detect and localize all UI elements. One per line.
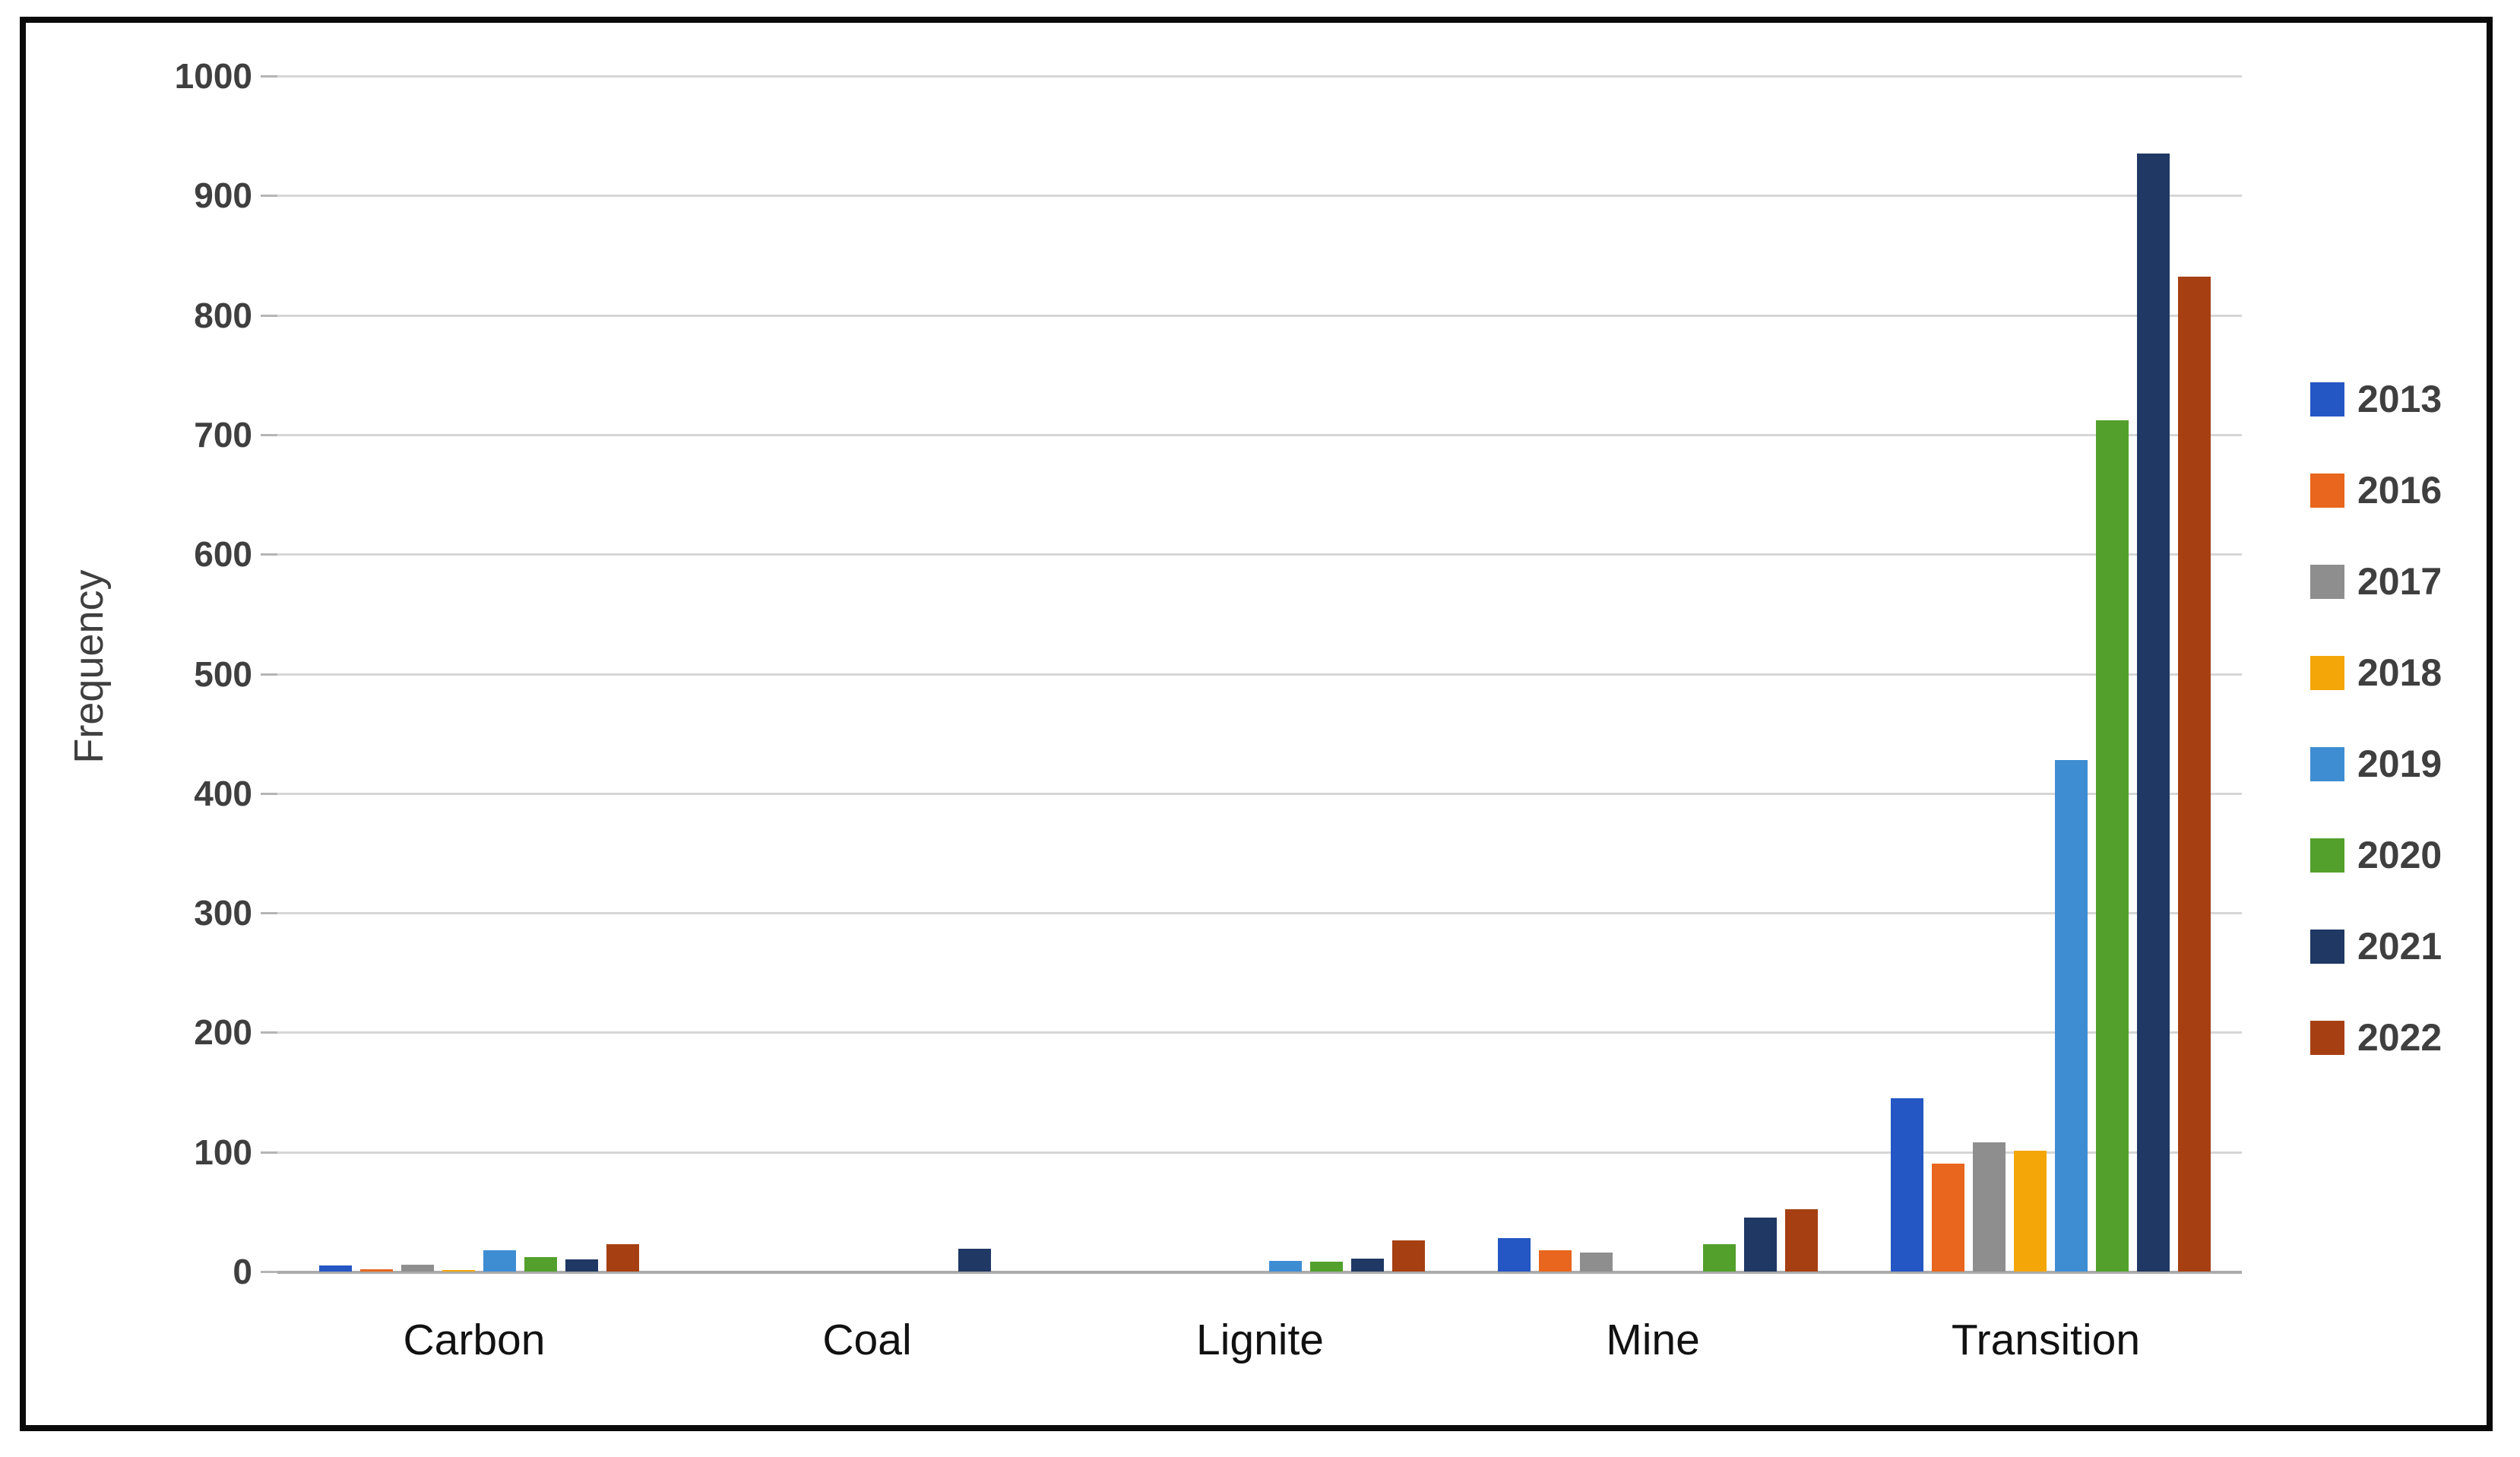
- y-tick-label-100: 100: [194, 1132, 252, 1172]
- x-axis-baseline: [277, 1271, 2242, 1274]
- x-axis-label-transition: Transition: [1951, 1316, 2141, 1364]
- y-tick-label-200: 200: [194, 1012, 252, 1052]
- bar-2018-carbon: [442, 1270, 475, 1272]
- gridline-200: [277, 1031, 2242, 1034]
- bar-2020-mine: [1703, 1244, 1736, 1272]
- y-tick-mark-400: [261, 793, 277, 795]
- gridline-500: [277, 673, 2242, 676]
- y-tick-label-500: 500: [194, 654, 252, 694]
- legend-swatch-2017: [2310, 565, 2344, 599]
- y-tick-mark-700: [261, 434, 277, 436]
- legend-swatch-2018: [2310, 656, 2344, 690]
- legend-swatch-2020: [2310, 838, 2344, 873]
- y-tick-mark-0: [261, 1271, 277, 1273]
- y-tick-mark-300: [261, 912, 277, 914]
- x-axis-label-carbon: Carbon: [403, 1316, 546, 1364]
- bar-2020-lignite: [1310, 1262, 1343, 1272]
- y-tick-mark-100: [261, 1151, 277, 1154]
- bar-2021-coal: [958, 1249, 991, 1272]
- y-axis-title: Frequency: [66, 569, 112, 764]
- gridline-300: [277, 912, 2242, 914]
- gridline-1000: [277, 75, 2242, 78]
- bar-2021-mine: [1744, 1218, 1777, 1272]
- legend-label-2018: 2018: [2357, 651, 2442, 694]
- y-tick-label-1000: 1000: [174, 56, 252, 96]
- bar-2019-carbon: [483, 1250, 516, 1272]
- bar-2019-lignite: [1269, 1261, 1302, 1272]
- gridline-800: [277, 315, 2242, 317]
- gridline-100: [277, 1151, 2242, 1154]
- gridline-700: [277, 434, 2242, 436]
- bar-2013-carbon: [319, 1265, 352, 1272]
- y-tick-label-400: 400: [194, 774, 252, 813]
- legend-swatch-2021: [2310, 930, 2344, 964]
- y-tick-mark-500: [261, 673, 277, 676]
- gridline-600: [277, 553, 2242, 556]
- gridline-900: [277, 195, 2242, 197]
- bar-2013-transition: [1891, 1098, 1923, 1272]
- legend-label-2020: 2020: [2357, 834, 2442, 876]
- y-tick-label-300: 300: [194, 893, 252, 933]
- bar-2016-carbon: [360, 1269, 393, 1272]
- y-tick-mark-900: [261, 195, 277, 197]
- y-tick-label-900: 900: [194, 176, 252, 215]
- bar-2022-lignite: [1392, 1240, 1425, 1272]
- legend-label-2022: 2022: [2357, 1016, 2442, 1059]
- bar-2016-transition: [1932, 1164, 1964, 1272]
- y-tick-label-700: 700: [194, 415, 252, 455]
- bar-2022-mine: [1785, 1209, 1818, 1272]
- y-tick-label-800: 800: [194, 296, 252, 335]
- x-axis-label-lignite: Lignite: [1196, 1316, 1324, 1364]
- legend-swatch-2019: [2310, 747, 2344, 781]
- bar-2020-carbon: [524, 1257, 557, 1272]
- bar-2017-transition: [1973, 1142, 2006, 1272]
- gridline-400: [277, 793, 2242, 795]
- figure-border: [20, 17, 2493, 1431]
- bar-2022-transition: [2178, 277, 2211, 1272]
- bar-2021-lignite: [1351, 1259, 1384, 1272]
- bar-2018-transition: [2014, 1151, 2047, 1272]
- bar-2017-carbon: [401, 1265, 434, 1272]
- x-axis-label-mine: Mine: [1606, 1316, 1700, 1364]
- y-tick-label-0: 0: [233, 1252, 252, 1291]
- legend-swatch-2013: [2310, 382, 2344, 417]
- bar-2022-carbon: [606, 1244, 639, 1272]
- legend-swatch-2022: [2310, 1021, 2344, 1055]
- y-tick-mark-200: [261, 1031, 277, 1034]
- y-tick-mark-800: [261, 315, 277, 317]
- bar-2013-mine: [1498, 1238, 1531, 1272]
- legend-swatch-2016: [2310, 474, 2344, 508]
- legend-label-2013: 2013: [2357, 378, 2442, 420]
- bar-2021-transition: [2137, 154, 2170, 1272]
- x-axis-label-coal: Coal: [822, 1316, 912, 1364]
- bar-2019-transition: [2055, 760, 2088, 1272]
- legend-label-2021: 2021: [2357, 925, 2442, 968]
- legend-label-2017: 2017: [2357, 560, 2442, 603]
- y-tick-mark-1000: [261, 75, 277, 78]
- y-tick-label-600: 600: [194, 534, 252, 574]
- bar-2016-mine: [1539, 1250, 1572, 1272]
- y-tick-mark-600: [261, 553, 277, 556]
- bar-2020-transition: [2096, 420, 2129, 1272]
- bar-2021-carbon: [565, 1259, 598, 1272]
- bar-2017-mine: [1580, 1253, 1613, 1272]
- legend-label-2019: 2019: [2357, 743, 2442, 785]
- legend-label-2016: 2016: [2357, 469, 2442, 512]
